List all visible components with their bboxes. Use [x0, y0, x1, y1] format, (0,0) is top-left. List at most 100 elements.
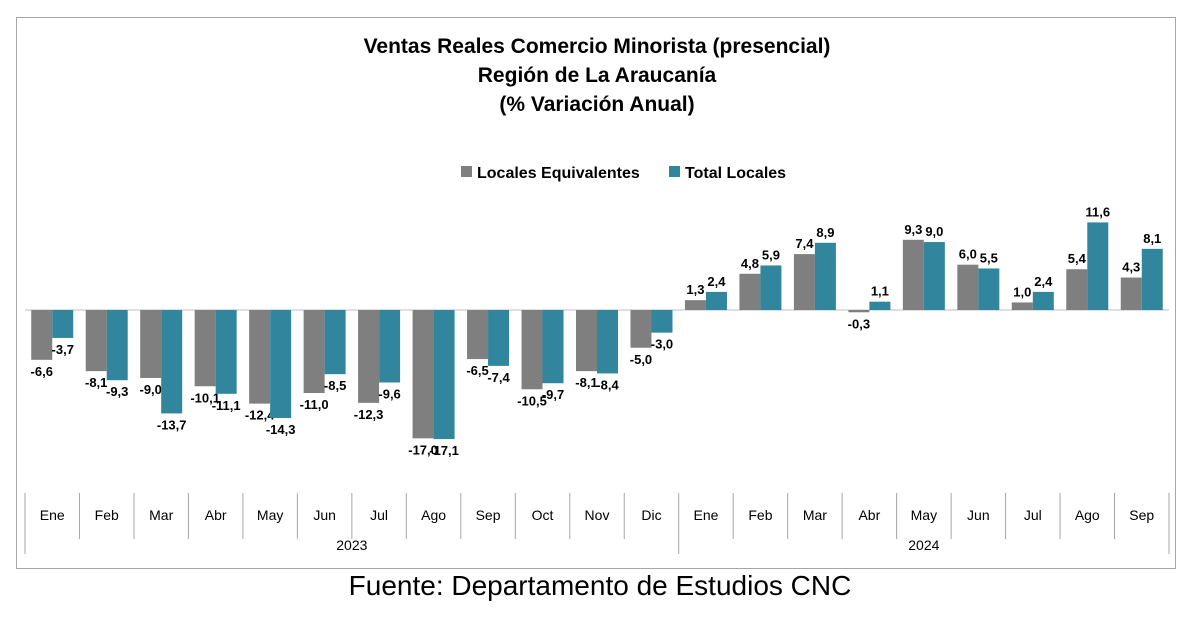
bar-locales-equivalentes: [412, 310, 434, 439]
bar-total-locales: [869, 301, 891, 310]
bar-total-locales: [270, 310, 292, 418]
data-label-total-locales: 11,6: [1085, 204, 1110, 219]
chart-title-line-1: Ventas Reales Comercio Minorista (presen…: [364, 35, 831, 58]
month-label: Abr: [858, 507, 880, 523]
month-label: Sep: [1129, 507, 1154, 523]
bar-total-locales: [215, 310, 237, 394]
data-label-locales-equivalentes: 6,0: [959, 247, 977, 262]
month-label: Ago: [1075, 507, 1100, 523]
data-label-total-locales: 2,4: [1034, 274, 1053, 289]
month-label: Dic: [641, 507, 661, 523]
data-label-total-locales: 5,5: [980, 250, 998, 265]
chart-title-line-3: (% Variación Anual): [499, 93, 694, 116]
data-label-locales-equivalentes: -10,5: [517, 393, 547, 408]
data-label-locales-equivalentes: -8,1: [85, 375, 107, 390]
data-label-total-locales: 8,9: [816, 225, 834, 240]
bar-total-locales: [978, 268, 1000, 310]
bar-total-locales: [1032, 291, 1054, 310]
bar-total-locales: [488, 310, 510, 366]
bar-locales-equivalentes: [358, 310, 380, 403]
data-label-locales-equivalentes: 5,4: [1068, 251, 1087, 266]
month-label: May: [911, 507, 937, 523]
bar-total-locales: [705, 291, 727, 310]
legend-swatch-total-locales: [669, 166, 680, 177]
data-label-total-locales: -13,7: [157, 417, 187, 432]
data-label-locales-equivalentes: 1,3: [686, 282, 704, 297]
bar-total-locales: [324, 310, 346, 375]
legend-label-locales-equivalentes: Locales Equivalentes: [477, 165, 640, 182]
bar-locales-equivalentes: [249, 310, 271, 404]
bar-total-locales: [760, 265, 782, 310]
bar-locales-equivalentes: [1066, 269, 1088, 310]
data-label-total-locales: -3,0: [651, 337, 673, 352]
month-label: Ene: [693, 507, 718, 523]
data-label-total-locales: -14,3: [266, 422, 296, 437]
data-label-total-locales: 2,4: [707, 274, 726, 289]
data-label-locales-equivalentes: -12,3: [354, 407, 384, 422]
year-label-2023: 2023: [336, 537, 367, 553]
data-label-total-locales: -3,7: [52, 342, 74, 357]
data-label-total-locales: -17,1: [429, 443, 459, 458]
bar-total-locales: [379, 310, 401, 383]
bar-locales-equivalentes: [684, 300, 706, 310]
data-label-total-locales: 9,0: [925, 224, 943, 239]
plot-area: -6,6-3,7-8,1-9,3 -9,0-13,7-10,1-11,1-12,4…: [25, 204, 1169, 458]
chart-title: Ventas Reales Comercio Minorista (presen…: [364, 35, 831, 116]
legend-swatch-locales-equivalentes: [461, 166, 472, 177]
bar-locales-equivalentes: [194, 310, 216, 387]
chart-svg: Ventas Reales Comercio Minorista (presen…: [24, 35, 1170, 554]
bar-total-locales: [52, 310, 74, 338]
month-label: Sep: [476, 507, 501, 523]
bar-locales-equivalentes: [1120, 277, 1142, 310]
bar-locales-equivalentes: [521, 310, 543, 390]
month-label: Mar: [149, 507, 173, 523]
bar-total-locales: [542, 310, 564, 384]
bar-total-locales: [923, 242, 945, 310]
data-label-locales-equivalentes: 9,3: [904, 222, 922, 237]
bar-total-locales: [433, 310, 455, 440]
legend: Locales Equivalentes Total Locales: [461, 165, 786, 182]
month-label: Feb: [95, 507, 119, 523]
bar-locales-equivalentes: [957, 264, 979, 310]
data-label-locales-equivalentes: 7,4: [795, 236, 814, 251]
data-label-total-locales: -9,6: [378, 386, 400, 401]
month-label: Feb: [748, 507, 772, 523]
data-label-locales-equivalentes: -12,4: [245, 408, 275, 423]
chart-frame: Ventas Reales Comercio Minorista (presen…: [16, 17, 1176, 569]
bar-total-locales: [161, 310, 183, 414]
month-label: Oct: [532, 507, 554, 523]
data-label-locales-equivalentes: 4,3: [1122, 260, 1140, 275]
chart-title-line-2: Región de La Araucanía: [478, 64, 717, 87]
bar-total-locales: [651, 310, 673, 333]
bar-total-locales: [1087, 222, 1109, 310]
bar-total-locales: [597, 310, 618, 374]
month-label: Jun: [967, 507, 990, 523]
month-label: May: [257, 507, 283, 523]
data-label-total-locales: 1,1: [871, 284, 889, 299]
data-label-locales-equivalentes: 4,8: [741, 256, 759, 271]
data-label-locales-equivalentes: -10,1: [190, 390, 220, 405]
bar-locales-equivalentes: [630, 310, 652, 348]
data-label-total-locales: -8,4: [596, 377, 619, 392]
source-note: Fuente: Departamento de Estudios CNC: [348, 570, 852, 601]
data-label-total-locales: -7,4: [487, 370, 510, 385]
data-label-total-locales: -8,5: [324, 378, 346, 393]
bar-locales-equivalentes: [140, 310, 162, 378]
data-label-locales-equivalentes: -17,0: [408, 442, 438, 457]
bar-locales-equivalentes: [303, 310, 325, 394]
data-label-locales-equivalentes: 1,0: [1013, 284, 1031, 299]
bar-locales-equivalentes: [739, 273, 761, 310]
data-label-total-locales: 8,1: [1143, 231, 1161, 246]
bar-locales-equivalentes: [85, 310, 107, 372]
data-label-locales-equivalentes: -0,3: [848, 316, 870, 331]
month-label: Jul: [1024, 507, 1042, 523]
month-label: Ene: [40, 507, 65, 523]
month-label: Abr: [205, 507, 227, 523]
bar-locales-equivalentes: [848, 310, 870, 313]
data-label-total-locales: -11,1: [212, 398, 241, 413]
month-label: Mar: [803, 507, 827, 523]
legend-label-total-locales: Total Locales: [685, 165, 786, 182]
category-axis: Ene Feb Mar Abr May Jun Jul Ago Sep Oct Nov Dic Ene F…: [24, 493, 1170, 554]
bar-locales-equivalentes: [1011, 302, 1033, 310]
data-label-total-locales: -9,3: [106, 384, 128, 399]
